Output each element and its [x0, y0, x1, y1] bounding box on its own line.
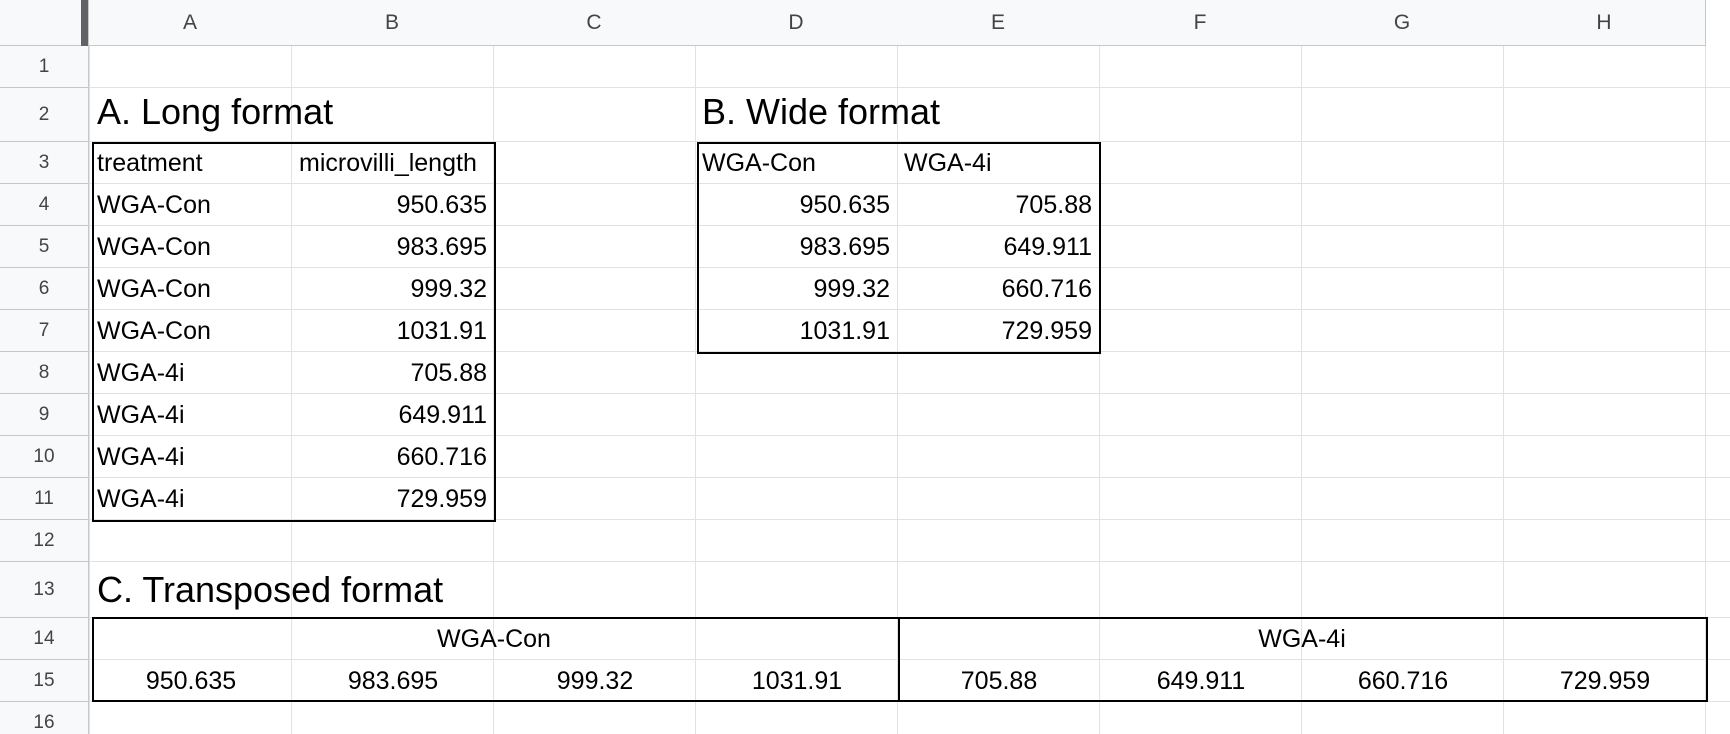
gridline-horizontal [89, 141, 1730, 142]
select-all-corner[interactable] [0, 0, 89, 46]
column-header-c[interactable]: C [493, 0, 696, 46]
long-length-cell[interactable]: 705.88 [410, 358, 487, 387]
long-treatment-cell[interactable]: WGA-Con [97, 316, 211, 345]
long-treatment-cell[interactable]: WGA-Con [97, 232, 211, 261]
row-header-4[interactable]: 4 [0, 184, 89, 226]
column-header-h[interactable]: H [1503, 0, 1706, 46]
row-header-15[interactable]: 15 [0, 660, 89, 702]
row-header-12[interactable]: 12 [0, 520, 89, 562]
long-treatment-cell[interactable]: WGA-4i [97, 442, 185, 471]
gridline-horizontal [89, 183, 1730, 184]
column-header-d[interactable]: D [695, 0, 898, 46]
gridline-horizontal [89, 309, 1730, 310]
wide-wga-con-cell[interactable]: 950.635 [799, 190, 890, 219]
row-header-11[interactable]: 11 [0, 478, 89, 520]
gridline-vertical [897, 46, 898, 734]
long-treatment-cell[interactable]: WGA-4i [97, 400, 185, 429]
gridline-horizontal [89, 225, 1730, 226]
gridline-horizontal [89, 561, 1730, 562]
long-length-cell[interactable]: 649.911 [398, 400, 487, 429]
transposed-value-cell[interactable]: 950.635 [145, 666, 237, 695]
column-header-g[interactable]: G [1301, 0, 1504, 46]
gridline-horizontal [89, 659, 1730, 660]
row-header-8[interactable]: 8 [0, 352, 89, 394]
column-header-a[interactable]: A [89, 0, 292, 46]
wide-format-title[interactable]: B. Wide format [702, 91, 941, 132]
long-length-cell[interactable]: 660.716 [396, 442, 487, 471]
long-length-cell[interactable]: 983.695 [396, 232, 487, 261]
transposed-format-title[interactable]: C. Transposed format [97, 569, 444, 610]
column-header-f[interactable]: F [1099, 0, 1302, 46]
transposed-value-cell[interactable]: 660.716 [1357, 666, 1449, 695]
row-header-10[interactable]: 10 [0, 436, 89, 478]
long-format-title[interactable]: A. Long format [97, 91, 334, 132]
transposed-value-cell[interactable]: 983.695 [347, 666, 439, 695]
row-header-2[interactable]: 2 [0, 88, 89, 142]
gridline-vertical [493, 46, 494, 734]
transposed-value-cell[interactable]: 705.88 [960, 666, 1038, 695]
gridline-vertical [1301, 46, 1302, 734]
transposed-header-wga-con[interactable]: WGA-Con [437, 624, 551, 653]
transposed-group-divider [898, 617, 900, 702]
long-length-cell[interactable]: 999.32 [410, 274, 487, 303]
long-treatment-cell[interactable]: WGA-4i [97, 484, 185, 513]
row-header-6[interactable]: 6 [0, 268, 89, 310]
transposed-value-cell[interactable]: 729.959 [1559, 666, 1651, 695]
gridline-vertical [695, 46, 696, 734]
long-treatment-cell[interactable]: WGA-Con [97, 274, 211, 303]
gridline-vertical [1503, 46, 1504, 734]
gridline-horizontal [89, 351, 1730, 352]
long-treatment-cell[interactable]: WGA-Con [97, 190, 211, 219]
row-header-13[interactable]: 13 [0, 562, 89, 618]
gridline-horizontal [89, 393, 1730, 394]
wide-wga-4i-cell[interactable]: 649.911 [1003, 232, 1092, 261]
wide-wga-4i-cell[interactable]: 660.716 [1001, 274, 1092, 303]
row-header-3[interactable]: 3 [0, 142, 89, 184]
column-header-e[interactable]: E [897, 0, 1100, 46]
gridline-horizontal [89, 477, 1730, 478]
long-length-cell[interactable]: 729.959 [396, 484, 487, 513]
row-header-9[interactable]: 9 [0, 394, 89, 436]
transposed-header-wga-4i[interactable]: WGA-4i [1258, 624, 1346, 653]
gridline-vertical [89, 46, 90, 734]
wide-wga-con-cell[interactable]: 1031.91 [799, 316, 890, 345]
gridline-horizontal [89, 435, 1730, 436]
gridline-horizontal [89, 267, 1730, 268]
transposed-value-cell[interactable]: 1031.91 [751, 666, 843, 695]
transposed-value-cell[interactable]: 649.911 [1156, 666, 1246, 695]
wide-header-wga-con[interactable]: WGA-Con [702, 148, 816, 177]
long-header-microvilli-length[interactable]: microvilli_length [299, 148, 477, 177]
transposed-value-cell[interactable]: 999.32 [556, 666, 634, 695]
wide-wga-4i-cell[interactable]: 729.959 [1001, 316, 1092, 345]
gridline-vertical [291, 46, 292, 734]
gridline-vertical [1705, 46, 1706, 734]
row-header-14[interactable]: 14 [0, 618, 89, 660]
row-header-1[interactable]: 1 [0, 46, 89, 88]
wide-wga-4i-cell[interactable]: 705.88 [1015, 190, 1092, 219]
long-length-cell[interactable]: 1031.91 [396, 316, 487, 345]
freeze-handle[interactable] [81, 0, 88, 46]
wide-wga-con-cell[interactable]: 983.695 [799, 232, 890, 261]
row-header-5[interactable]: 5 [0, 226, 89, 268]
wide-wga-con-cell[interactable]: 999.32 [813, 274, 890, 303]
row-header-7[interactable]: 7 [0, 310, 89, 352]
long-treatment-cell[interactable]: WGA-4i [97, 358, 185, 387]
column-header-b[interactable]: B [291, 0, 494, 46]
long-length-cell[interactable]: 950.635 [396, 190, 487, 219]
gridline-horizontal [89, 519, 1730, 520]
gridline-vertical [1099, 46, 1100, 734]
wide-header-wga-4i[interactable]: WGA-4i [904, 148, 992, 177]
gridline-horizontal [89, 87, 1730, 88]
row-header-16[interactable]: 16 [0, 702, 89, 734]
long-header-treatment[interactable]: treatment [97, 148, 203, 177]
